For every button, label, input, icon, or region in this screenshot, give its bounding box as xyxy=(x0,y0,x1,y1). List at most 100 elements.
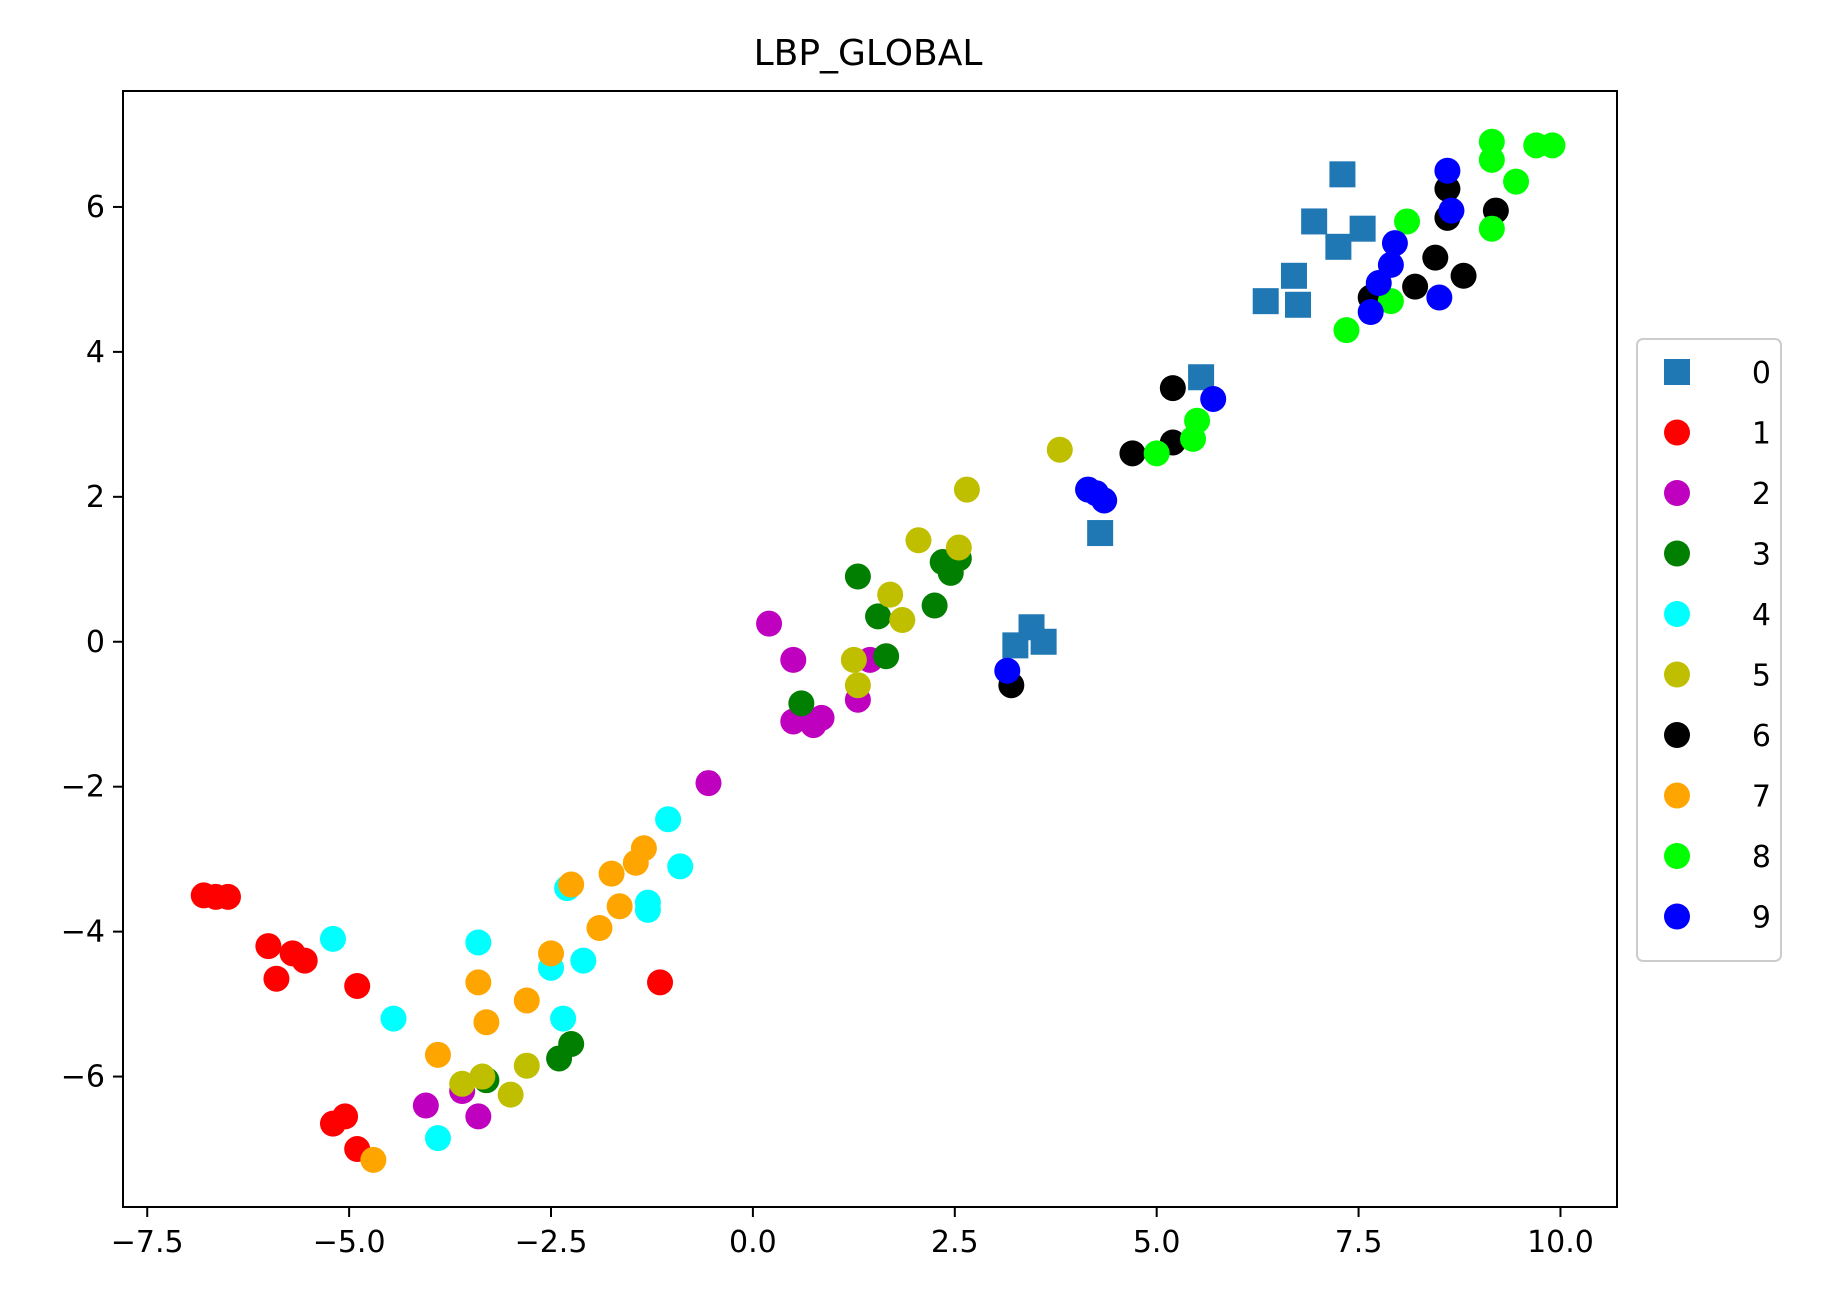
legend-marker xyxy=(1664,540,1690,567)
x-tick-label: 7.5 xyxy=(1335,1225,1383,1260)
data-point-class-7 xyxy=(424,1041,451,1068)
data-point-class-5 xyxy=(945,534,972,561)
legend-marker xyxy=(1664,843,1690,869)
legend-marker xyxy=(1664,359,1690,385)
data-point-class-3 xyxy=(921,592,948,619)
legend-label: 8 xyxy=(1752,840,1771,875)
x-tick-label: 2.5 xyxy=(931,1225,979,1260)
data-point-class-5 xyxy=(513,1052,540,1079)
legend-label: 0 xyxy=(1752,356,1771,391)
legend-marker xyxy=(1664,782,1690,809)
x-tick-label: 0.0 xyxy=(729,1225,777,1260)
data-point-class-0 xyxy=(1280,262,1307,289)
data-point-class-1 xyxy=(344,972,371,999)
data-point-class-5 xyxy=(889,607,916,634)
data-point-class-0 xyxy=(1087,520,1114,547)
data-point-class-9 xyxy=(1200,385,1227,412)
plot-area xyxy=(122,90,1618,1208)
legend-marker xyxy=(1664,419,1690,446)
legend-label: 7 xyxy=(1752,780,1771,815)
data-point-class-4 xyxy=(465,929,492,956)
data-point-class-1 xyxy=(647,969,674,996)
data-point-class-8 xyxy=(1478,215,1505,242)
legend-label: 6 xyxy=(1752,719,1771,754)
data-point-class-1 xyxy=(291,947,318,974)
data-point-class-0 xyxy=(1329,161,1356,188)
y-tick-label: −2 xyxy=(61,770,105,805)
y-tick-label: 6 xyxy=(86,190,105,225)
data-point-class-9 xyxy=(1091,487,1118,514)
data-point-class-8 xyxy=(1333,317,1360,344)
data-point-class-8 xyxy=(1184,407,1211,434)
data-point-class-5 xyxy=(840,646,867,673)
legend-label: 4 xyxy=(1752,598,1771,633)
legend-marker xyxy=(1664,480,1690,506)
data-point-class-0 xyxy=(1349,215,1376,242)
x-tick-label: 10.0 xyxy=(1527,1225,1594,1260)
data-point-class-6 xyxy=(1159,375,1186,402)
data-point-class-4 xyxy=(655,806,682,833)
data-point-class-4 xyxy=(319,925,346,952)
data-point-class-7 xyxy=(558,871,585,898)
data-point-class-1 xyxy=(214,883,241,910)
data-point-class-4 xyxy=(424,1125,451,1152)
legend-marker xyxy=(1664,601,1690,627)
data-point-class-7 xyxy=(473,1009,500,1036)
data-point-class-1 xyxy=(332,1103,359,1130)
data-point-class-5 xyxy=(1046,436,1073,463)
data-point-class-5 xyxy=(877,581,904,608)
data-point-class-2 xyxy=(695,770,722,797)
y-tick-label: 0 xyxy=(86,625,105,660)
data-point-class-4 xyxy=(550,1005,577,1032)
y-tick-label: 4 xyxy=(86,335,105,370)
data-point-class-5 xyxy=(844,672,871,699)
data-point-class-4 xyxy=(634,896,661,923)
data-point-class-7 xyxy=(630,835,657,862)
data-point-class-4 xyxy=(667,853,694,880)
data-point-class-5 xyxy=(469,1063,496,1090)
data-point-class-7 xyxy=(586,915,613,941)
data-point-class-8 xyxy=(1539,132,1566,159)
x-tick-label: −7.5 xyxy=(111,1225,184,1260)
x-tick-label: 5.0 xyxy=(1133,1225,1181,1260)
data-point-class-3 xyxy=(865,603,892,630)
data-point-class-0 xyxy=(1285,291,1312,318)
legend-marker xyxy=(1664,722,1690,748)
data-point-class-0 xyxy=(1188,364,1215,391)
data-point-class-9 xyxy=(1438,197,1465,224)
data-point-class-5 xyxy=(497,1081,524,1108)
legend-marker xyxy=(1664,903,1690,930)
data-point-class-9 xyxy=(1357,299,1384,326)
data-point-class-6 xyxy=(1450,262,1477,289)
y-axis: −6 −4 −2 0 2 4 6 xyxy=(61,190,123,1095)
data-point-class-8 xyxy=(1478,128,1505,155)
data-point-class-7 xyxy=(360,1146,387,1173)
data-point-class-9 xyxy=(1377,251,1404,278)
data-point-class-9 xyxy=(1434,157,1461,184)
chart-title: LBP_GLOBAL xyxy=(754,33,983,74)
x-tick-label: −2.5 xyxy=(515,1225,588,1260)
data-point-class-6 xyxy=(1119,440,1146,467)
data-point-class-2 xyxy=(465,1103,492,1130)
data-point-class-8 xyxy=(1503,168,1530,195)
data-point-class-3 xyxy=(788,690,815,717)
y-tick-label: 2 xyxy=(86,480,105,515)
data-point-class-1 xyxy=(255,933,282,960)
data-point-class-3 xyxy=(873,643,900,670)
data-point-class-7 xyxy=(606,893,633,920)
data-point-class-6 xyxy=(1422,244,1449,271)
data-point-class-5 xyxy=(905,527,932,554)
legend-label: 9 xyxy=(1752,901,1771,936)
legend-marker xyxy=(1664,661,1690,688)
data-point-class-5 xyxy=(449,1070,476,1097)
y-tick-label: −4 xyxy=(61,915,105,950)
data-point-class-9 xyxy=(1381,230,1408,257)
data-point-class-0 xyxy=(1030,628,1057,655)
data-point-class-6 xyxy=(1402,273,1429,300)
data-point-class-2 xyxy=(412,1092,439,1119)
data-point-class-2 xyxy=(756,610,783,637)
data-point-class-0 xyxy=(1252,288,1279,315)
y-tick-label: −6 xyxy=(61,1060,105,1095)
data-point-class-7 xyxy=(513,987,540,1014)
